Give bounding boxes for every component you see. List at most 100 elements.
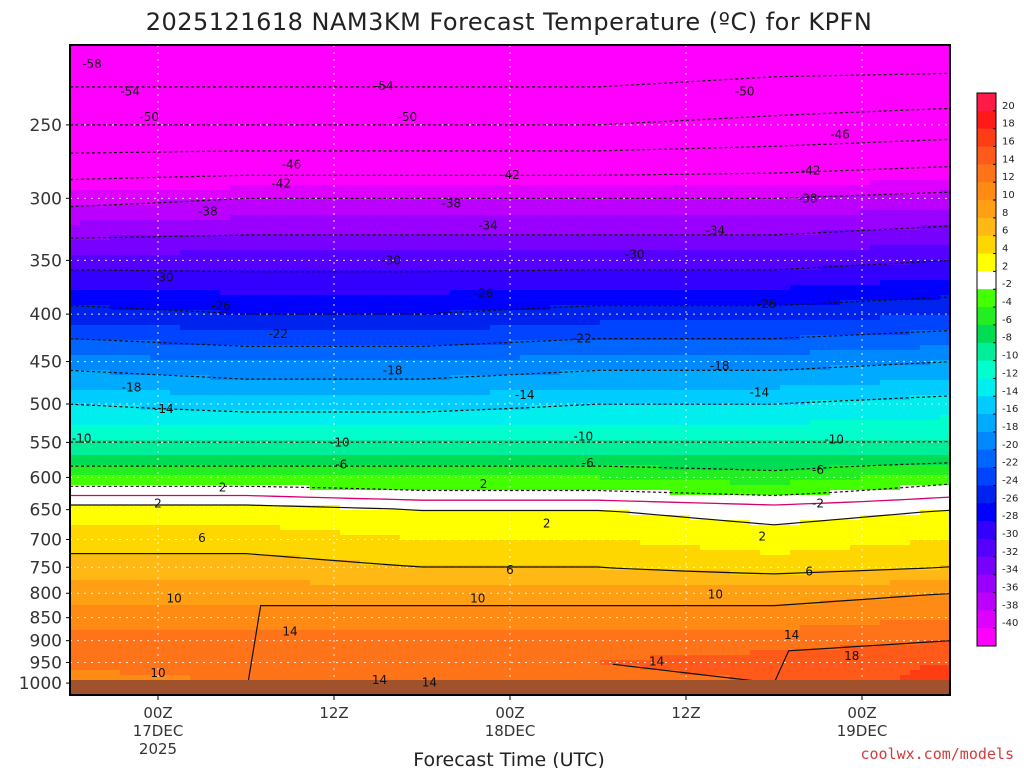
heat-cell	[430, 240, 441, 246]
heat-cell	[810, 270, 821, 276]
heat-cell	[140, 155, 151, 161]
heat-cell	[80, 275, 91, 281]
heat-cell	[80, 295, 91, 301]
heat-cell	[940, 140, 950, 146]
heat-cell	[620, 105, 631, 111]
heat-cell	[590, 50, 601, 56]
heat-cell	[690, 160, 701, 166]
heat-cell	[900, 250, 911, 256]
heat-cell	[140, 260, 151, 266]
heat-cell	[840, 185, 851, 191]
heat-cell	[710, 210, 721, 216]
heat-cell	[170, 275, 181, 281]
heat-cell	[630, 85, 641, 91]
heat-cell	[340, 240, 351, 246]
heat-cell	[580, 100, 591, 106]
heat-cell	[520, 80, 531, 86]
heat-cell	[90, 270, 101, 276]
heat-cell	[390, 90, 401, 96]
heat-cell	[380, 225, 391, 231]
heat-cell	[210, 120, 221, 126]
heat-cell	[470, 305, 481, 311]
heat-cell	[560, 90, 571, 96]
heat-cell	[620, 305, 631, 311]
heat-cell	[690, 295, 701, 301]
heat-cell	[520, 225, 531, 231]
heat-cell	[390, 45, 401, 51]
heat-cell	[250, 260, 261, 266]
heat-cell	[440, 50, 451, 56]
heat-cell	[250, 100, 261, 106]
heat-cell	[580, 140, 591, 146]
heat-cell	[590, 155, 601, 161]
heat-cell	[90, 230, 101, 236]
heat-cell	[330, 90, 341, 96]
heat-cell	[180, 285, 191, 291]
heat-cell	[920, 155, 931, 161]
heat-cell	[150, 220, 161, 226]
heat-cell	[380, 230, 391, 236]
heat-cell	[810, 105, 821, 111]
heat-cell	[130, 75, 141, 81]
heat-cell	[520, 255, 531, 261]
heat-cell	[120, 240, 131, 246]
heat-cell	[730, 310, 741, 316]
heat-cell	[680, 110, 691, 116]
heat-cell	[200, 80, 211, 86]
heat-cell	[120, 165, 131, 171]
heat-cell	[650, 55, 661, 61]
heat-cell	[70, 115, 81, 121]
heat-cell	[540, 110, 551, 116]
heat-cell	[130, 220, 141, 226]
heat-cell	[420, 255, 431, 261]
heat-cell	[450, 115, 461, 121]
heat-cell	[850, 45, 861, 51]
heat-cell	[860, 85, 871, 91]
heat-cell	[760, 315, 771, 321]
heat-cell	[560, 325, 571, 331]
heat-cell	[380, 125, 391, 131]
heat-cell	[760, 300, 771, 306]
heat-cell	[610, 95, 621, 101]
heat-cell	[770, 230, 781, 236]
heat-cell	[180, 115, 191, 121]
heat-cell	[350, 85, 361, 91]
heat-cell	[510, 270, 521, 276]
heat-cell	[710, 125, 721, 131]
heat-cell	[270, 120, 281, 126]
heat-cell	[870, 185, 881, 191]
heat-cell	[410, 145, 421, 151]
heat-cell	[230, 160, 241, 166]
heat-cell	[370, 185, 381, 191]
heat-cell	[800, 65, 811, 71]
heat-cell	[290, 270, 301, 276]
heat-cell	[510, 85, 521, 91]
heat-cell	[790, 155, 801, 161]
heat-cell	[490, 255, 501, 261]
heat-cell	[450, 230, 461, 236]
heat-cell	[450, 160, 461, 166]
heat-cell	[630, 185, 641, 191]
heat-cell	[360, 255, 371, 261]
heat-cell	[780, 270, 791, 276]
heat-cell	[530, 100, 541, 106]
heat-cell	[70, 275, 81, 281]
heat-cell	[580, 90, 591, 96]
heat-cell	[190, 195, 201, 201]
heat-cell	[110, 275, 121, 281]
heat-cell	[540, 315, 551, 321]
heat-cell	[400, 285, 411, 291]
heat-cell	[430, 200, 441, 206]
heat-cell	[770, 290, 781, 296]
heat-cell	[570, 235, 581, 241]
heat-cell	[540, 205, 551, 211]
heat-cell	[170, 95, 181, 101]
heat-cell	[670, 270, 681, 276]
heat-cell	[430, 160, 441, 166]
heat-cell	[580, 260, 591, 266]
heat-cell	[510, 305, 521, 311]
heat-cell	[100, 130, 111, 136]
heat-cell	[470, 60, 481, 66]
heat-cell	[780, 180, 791, 186]
heat-cell	[540, 230, 551, 236]
